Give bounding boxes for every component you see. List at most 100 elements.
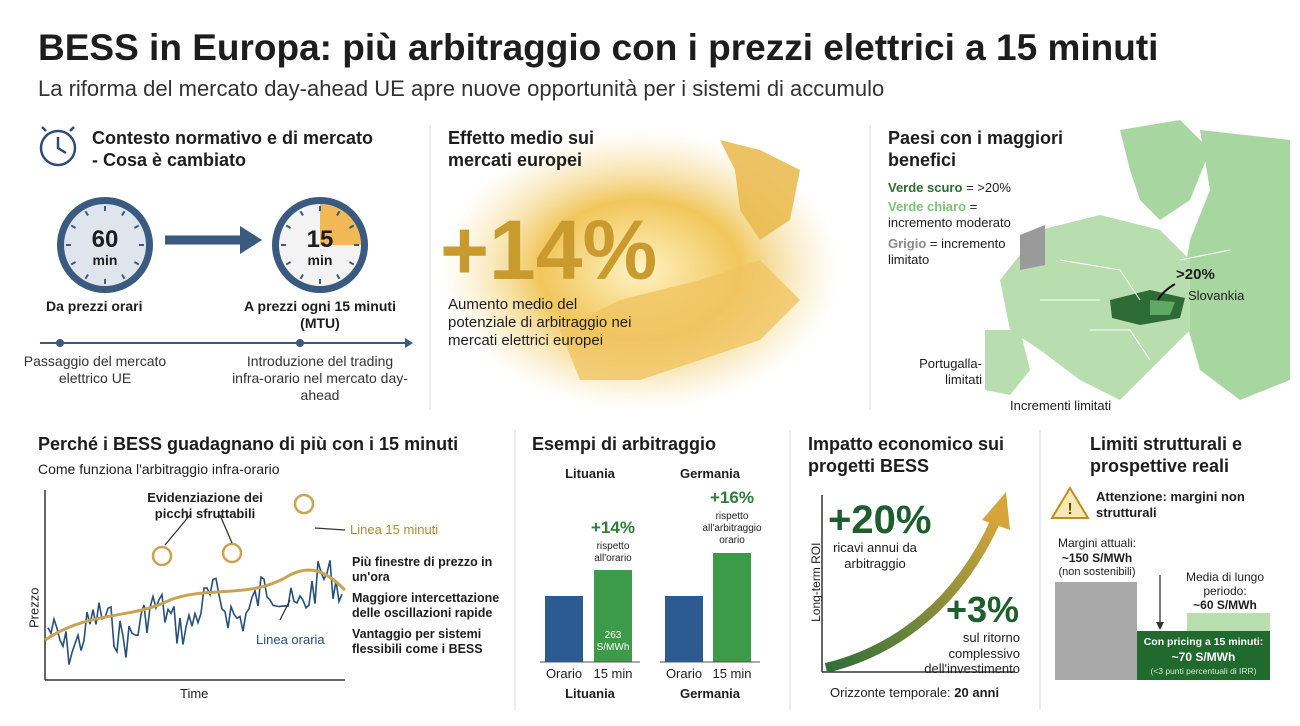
legend-name: Verde chiaro bbox=[888, 199, 967, 214]
clock-label: A prezzi ogni 15 minuti (MTU) bbox=[244, 298, 396, 331]
bar-label: 263 S/MWh bbox=[596, 630, 630, 653]
clock-60 bbox=[57, 197, 153, 293]
legend-entry: Grigio = incremento limitato bbox=[888, 236, 1038, 267]
bullet: Maggiore intercettazione delle oscillazi… bbox=[352, 591, 500, 620]
europe-map bbox=[985, 120, 1290, 400]
clock-tick bbox=[299, 210, 304, 217]
description: Aumento medio del potenziale di arbitrag… bbox=[448, 296, 632, 349]
clock-tick bbox=[299, 273, 304, 280]
clock-tick bbox=[336, 273, 341, 280]
margin-label: Con pricing a 15 minuti: bbox=[1143, 636, 1264, 648]
group-name: Lituania bbox=[565, 686, 615, 701]
timeline-head bbox=[405, 338, 413, 348]
clock-tick bbox=[285, 261, 292, 266]
peak-highlights bbox=[151, 493, 315, 567]
legend-name: Grigio bbox=[888, 236, 927, 251]
margin-label: Margini attuali: bbox=[1057, 536, 1137, 550]
annotation: Evidenziazione dei picchi sfruttabili bbox=[147, 490, 263, 521]
clock-tick bbox=[133, 224, 140, 229]
panel-title: Paesi con i maggiori benefici bbox=[888, 128, 1064, 170]
timeline-dot bbox=[296, 339, 304, 347]
map-pointer bbox=[1157, 283, 1176, 301]
x-axis-label: Orizzonte temporale: 20 anni bbox=[830, 685, 999, 701]
group-name: Lituania bbox=[565, 466, 615, 481]
title: BESS in Europa: più arbitraggio con i pr… bbox=[38, 27, 1159, 68]
gain-note: rispetto all'arbitraggio orario bbox=[702, 511, 762, 546]
timeline-label: Introduzione del trading infra-orario ne… bbox=[232, 353, 408, 403]
warning-icon bbox=[1050, 486, 1090, 519]
clock-tick bbox=[348, 224, 355, 229]
pointer-head bbox=[1156, 622, 1164, 630]
bar-category: Orario bbox=[665, 666, 703, 681]
map-label: Portugalla-limitati bbox=[919, 356, 982, 387]
clock-15 bbox=[272, 197, 368, 293]
panel-title: Limiti strutturali e prospettive reali bbox=[1090, 434, 1243, 476]
annotation: Linea oraria bbox=[256, 632, 325, 647]
current-margin-bar bbox=[1055, 582, 1137, 680]
clock-number: 60 bbox=[91, 226, 119, 253]
panel-title: Esempi di arbitraggio bbox=[532, 434, 717, 454]
margin-note: (non sostenibili) bbox=[1058, 566, 1136, 578]
growth-arrow bbox=[824, 517, 1001, 673]
x-value: 20 anni bbox=[954, 685, 1000, 700]
example-bars bbox=[540, 553, 760, 663]
impact-axes bbox=[821, 495, 1015, 673]
legend-entry: Verde chiaro = incremento moderato bbox=[888, 199, 1038, 230]
x-axis-label: Time bbox=[180, 686, 209, 701]
big-value: +20% bbox=[828, 498, 932, 542]
growth-arrow-head bbox=[982, 492, 1010, 530]
europe-gold bbox=[440, 130, 840, 410]
map-label: Incrementi limitati bbox=[1010, 398, 1112, 413]
warning: Attenzione: margini non strutturali bbox=[1096, 489, 1245, 520]
margin-value: ~70 S/MWh bbox=[1171, 650, 1236, 664]
clock-icon bbox=[39, 126, 77, 167]
panel-title: Perché i BESS guadagnano di più con i 15… bbox=[38, 434, 459, 454]
map-label: >20% bbox=[1176, 266, 1215, 283]
legend-text: = incremento limitato bbox=[888, 236, 1006, 267]
legend-entry: Verde scuro = >20% bbox=[888, 180, 1038, 196]
panel-title: Contesto normativo e di mercato - Cosa è… bbox=[92, 128, 374, 170]
margin-label: Media di lungo periodo: bbox=[1185, 570, 1265, 599]
big-value: +14% bbox=[440, 203, 658, 297]
warning-mark: ! bbox=[1067, 501, 1072, 518]
gain: +16% bbox=[710, 488, 754, 507]
clock-tick bbox=[336, 210, 341, 217]
clock-tick bbox=[121, 210, 126, 217]
clock-tick bbox=[285, 224, 292, 229]
y-axis-label: Prezzo bbox=[26, 587, 42, 629]
panel-title: Effetto medio sui mercati europei bbox=[448, 128, 595, 170]
x-label: Orizzonte temporale: bbox=[830, 685, 951, 700]
annotation: Linea 15 minuti bbox=[350, 522, 439, 537]
panel-title: Impatto economico sui progetti BESS bbox=[808, 434, 1005, 476]
legend-text: = incremento moderato bbox=[888, 199, 1011, 230]
bullet: Vantaggio per sistemi flessibili come i … bbox=[352, 627, 483, 656]
pointers bbox=[164, 514, 346, 621]
bar-category: Orario bbox=[545, 666, 583, 681]
legend-text: = >20% bbox=[966, 180, 1011, 195]
big-value: +3% bbox=[946, 589, 1020, 630]
clock-tick bbox=[133, 261, 140, 266]
clock-unit: min bbox=[307, 252, 333, 268]
gain-note: rispetto all'orario bbox=[594, 541, 632, 564]
pricing-bar bbox=[1137, 631, 1270, 680]
line-hourly bbox=[44, 568, 347, 642]
map-label: Slovankia bbox=[1188, 288, 1245, 303]
timeline-dot bbox=[56, 339, 64, 347]
clock-tick bbox=[70, 224, 77, 229]
group-name: Germania bbox=[680, 466, 740, 481]
clock-label: Da prezzi orari bbox=[46, 298, 143, 314]
legend-name: Verde scuro bbox=[888, 180, 963, 195]
subtitle: La riforma del mercato day-ahead UE apre… bbox=[38, 76, 885, 101]
arrow-head bbox=[240, 226, 262, 254]
bullet: Più finestre di prezzo in un'ora bbox=[352, 555, 493, 584]
group-name: Germania bbox=[680, 686, 740, 701]
gain: +14% bbox=[591, 518, 635, 537]
clock-tick bbox=[70, 261, 77, 266]
why-axes bbox=[44, 490, 345, 681]
panel-subtitle: Come funziona l'arbitraggio infra-orario bbox=[38, 461, 280, 477]
margin-note: (<3 punti percentuali di IRR) bbox=[1150, 666, 1257, 676]
clock-ticks bbox=[66, 206, 359, 284]
timeline-label: Passaggio del mercato elettrico UE bbox=[23, 353, 167, 386]
